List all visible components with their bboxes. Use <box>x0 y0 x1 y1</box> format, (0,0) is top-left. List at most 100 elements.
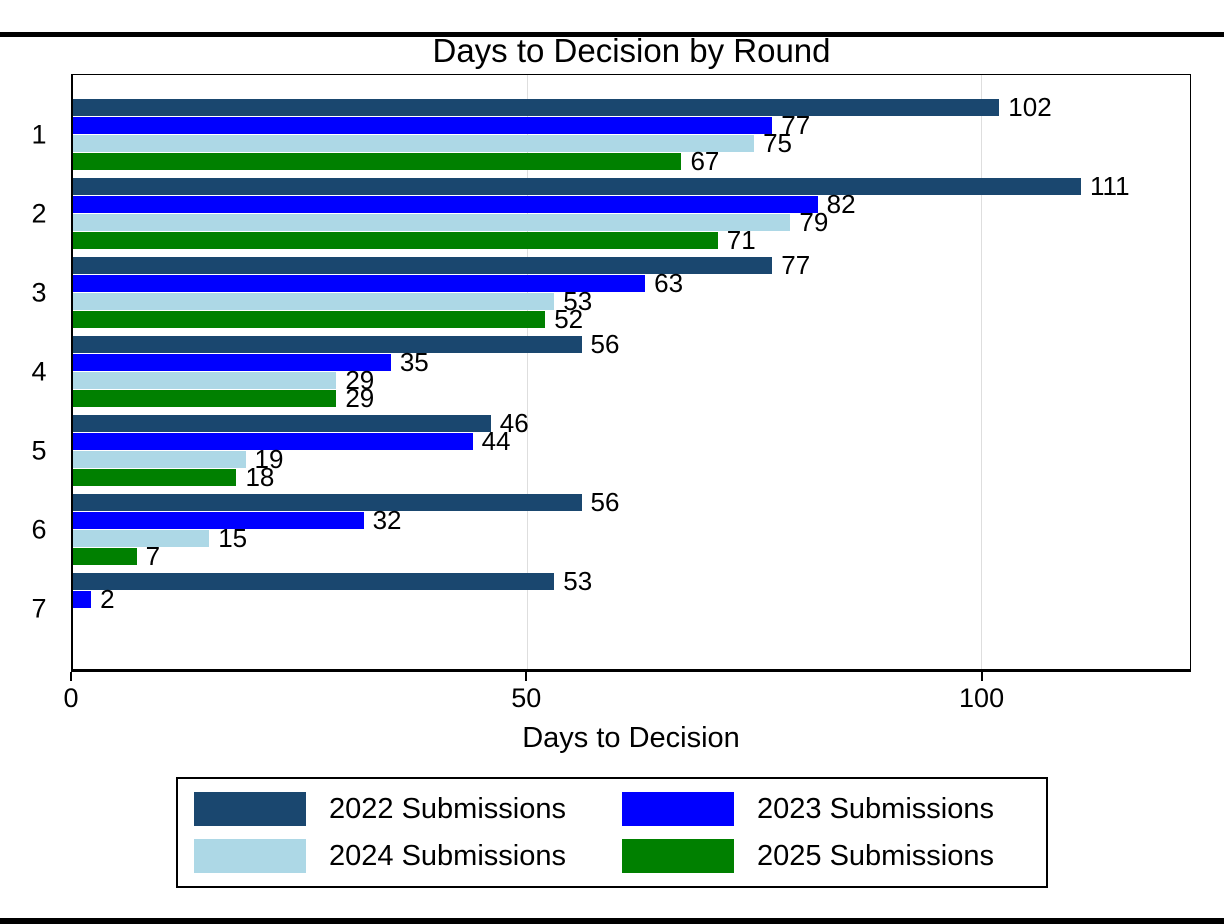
chart-title: Days to Decision by Round <box>432 32 831 69</box>
bar <box>73 451 246 468</box>
bar-row: 46 <box>73 408 1190 438</box>
bar <box>73 117 773 134</box>
y-tick-label: 4 <box>31 356 47 386</box>
bar-group-round-6: 6 56 32 15 7 <box>31 487 1190 571</box>
bar-value-label: 79 <box>799 207 829 237</box>
plot-area: 1 102 77 75 67 2 111 82 79 71 3 77 63 53 52 4 56 35 29 29 5 4… <box>31 74 1191 672</box>
bar-row: 52 <box>73 306 1190 332</box>
legend-label: 2022 Submissions <box>329 792 566 825</box>
bar-value-label: 56 <box>590 487 620 517</box>
chart-figure: Days to Decision by Round 1 102 77 75 67 2 111… <box>0 32 1224 888</box>
bar-group-round-2: 2 111 82 79 71 <box>31 171 1190 255</box>
bar-row: 77 <box>73 110 1190 140</box>
bar <box>73 275 646 292</box>
bar-value-label: 63 <box>654 268 684 298</box>
bar-row: 67 <box>73 146 1190 176</box>
bar <box>73 99 1000 116</box>
x-tick-label: 100 <box>959 683 1005 713</box>
bar-value-label: 77 <box>781 250 811 280</box>
bar-row: 79 <box>73 207 1190 237</box>
bar-value-label: 53 <box>563 286 593 316</box>
bar-row: 53 <box>73 566 1190 596</box>
bar-value-label: 71 <box>726 225 756 255</box>
bar <box>73 311 546 328</box>
bar-value-label: 53 <box>563 566 593 596</box>
legend: 2022 Submissions 2023 Submissions 2024 Sub… <box>176 777 1048 888</box>
bar-row: 56 <box>73 487 1190 517</box>
bar-value-label: 56 <box>590 329 620 359</box>
y-tick-label: 1 <box>31 119 47 149</box>
bar-row: 18 <box>73 462 1190 492</box>
bar-group-round-5: 5 46 44 19 18 <box>31 408 1190 492</box>
bar-group-round-7: 7 53 2 <box>31 566 1190 644</box>
legend-swatch <box>194 792 306 826</box>
bar <box>73 530 210 547</box>
bar-value-label: 15 <box>218 523 248 553</box>
bar-value-label: 44 <box>481 426 511 456</box>
legend-label: 2023 Submissions <box>757 792 994 825</box>
bar <box>73 433 473 450</box>
bar <box>73 469 237 486</box>
bar-row: 102 <box>73 92 1190 122</box>
bar-row: 44 <box>73 426 1190 456</box>
bar <box>73 153 682 170</box>
x-axis: 0 50 100 <box>63 672 1191 720</box>
bar-value-label: 46 <box>499 408 529 438</box>
bar-value-label: 102 <box>1008 92 1052 122</box>
bar-group-round-4: 4 56 35 29 29 <box>31 329 1190 411</box>
x-tick-label: 50 <box>511 683 542 713</box>
bar-value-label: 7 <box>145 541 161 571</box>
legend-item: 2025 Submissions <box>622 839 1030 873</box>
bar-row <box>73 609 1190 626</box>
bar-value-label: 67 <box>690 146 720 176</box>
bar-row: 77 <box>73 250 1190 280</box>
bar-value-label: 35 <box>399 347 429 377</box>
y-tick-label: 5 <box>31 435 47 465</box>
bar <box>73 336 582 353</box>
y-tick-label: 7 <box>31 593 47 623</box>
gridline-x-100 <box>981 75 983 669</box>
legend-swatch <box>622 792 734 826</box>
bar <box>73 390 337 407</box>
bar <box>73 257 773 274</box>
x-tick <box>525 672 528 681</box>
bar-row: 71 <box>73 225 1190 255</box>
bar-row: 56 <box>73 329 1190 359</box>
y-tick-label: 6 <box>31 514 47 544</box>
bar-row: 2 <box>73 586 1190 612</box>
bar-value-label: 19 <box>254 444 284 474</box>
x-tick <box>980 672 983 681</box>
plot-wrap: 1 102 77 75 67 2 111 82 79 71 3 77 63 53 52 4 56 35 29 29 5 4… <box>31 74 1191 720</box>
x-tick-label: 0 <box>63 683 79 713</box>
bar <box>73 591 92 608</box>
bar-value-label: 29 <box>345 365 375 395</box>
bar-row: 35 <box>73 347 1190 377</box>
legend-item: 2023 Submissions <box>622 792 1030 826</box>
bar-row: 111 <box>73 171 1190 201</box>
bar-value-label: 77 <box>781 110 811 140</box>
legend-item: 2024 Submissions <box>194 839 602 873</box>
bar-row: 75 <box>73 128 1190 158</box>
legend-label: 2025 Submissions <box>757 839 994 872</box>
bar-row: 82 <box>73 189 1190 219</box>
y-tick-label: 2 <box>31 198 47 228</box>
bar <box>73 494 582 511</box>
bar <box>73 512 364 529</box>
bar-value-label: 75 <box>763 128 793 158</box>
bar <box>73 232 718 249</box>
bar-row: 15 <box>73 523 1190 553</box>
gridline-x-50 <box>527 75 529 669</box>
bar-row: 7 <box>73 541 1190 571</box>
legend-item: 2022 Submissions <box>194 792 602 826</box>
bar <box>73 573 555 590</box>
bar-value-label: 18 <box>245 462 275 492</box>
bar-row: 32 <box>73 505 1190 535</box>
x-tick <box>70 672 72 681</box>
bar-value-label: 32 <box>372 505 402 535</box>
bar <box>73 548 137 565</box>
bar <box>73 415 491 432</box>
bar-value-label: 111 <box>1090 171 1130 201</box>
bar-row: 29 <box>73 365 1190 395</box>
legend-label: 2024 Submissions <box>329 839 566 872</box>
bar-value-label: 82 <box>826 189 856 219</box>
